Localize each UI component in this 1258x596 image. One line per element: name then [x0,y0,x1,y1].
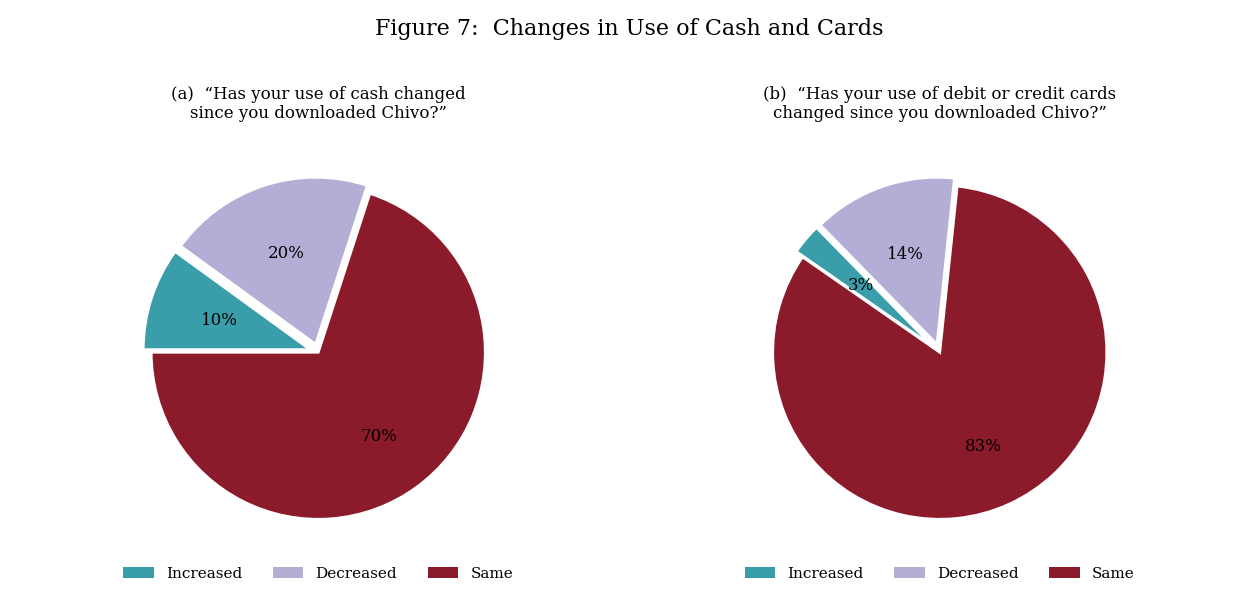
Title: (a)  “Has your use of cash changed
since you downloaded Chivo?”: (a) “Has your use of cash changed since … [171,86,465,122]
Wedge shape [180,177,367,344]
Legend: Increased, Decreased, Same: Increased, Decreased, Same [738,561,1141,587]
Text: 83%: 83% [965,438,1001,455]
Text: Figure 7:  Changes in Use of Cash and Cards: Figure 7: Changes in Use of Cash and Car… [375,18,883,40]
Text: 14%: 14% [887,246,925,263]
Wedge shape [151,193,486,519]
Text: 70%: 70% [361,427,398,445]
Wedge shape [820,178,955,344]
Legend: Increased, Decreased, Same: Increased, Decreased, Same [117,561,520,587]
Wedge shape [772,186,1107,519]
Wedge shape [143,252,311,350]
Wedge shape [796,228,933,347]
Text: 10%: 10% [201,312,238,329]
Text: 20%: 20% [268,245,304,262]
Text: 3%: 3% [848,277,874,294]
Title: (b)  “Has your use of debit or credit cards
changed since you downloaded Chivo?”: (b) “Has your use of debit or credit car… [764,86,1116,122]
